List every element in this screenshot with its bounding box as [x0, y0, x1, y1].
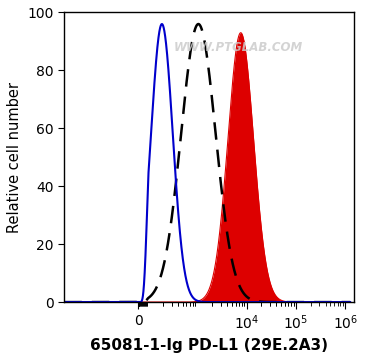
X-axis label: 65081-1-Ig PD-L1 (29E.2A3): 65081-1-Ig PD-L1 (29E.2A3): [90, 338, 328, 353]
Y-axis label: Relative cell number: Relative cell number: [7, 82, 22, 233]
Text: WWW.PTGLAB.COM: WWW.PTGLAB.COM: [173, 41, 303, 54]
